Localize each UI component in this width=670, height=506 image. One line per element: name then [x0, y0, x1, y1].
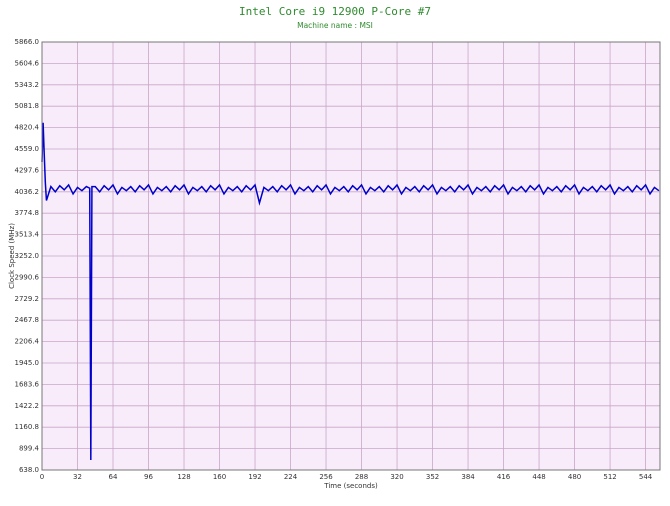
- y-tick-label: 3513.4: [15, 231, 40, 239]
- x-tick-label: 384: [461, 473, 475, 481]
- chart-subtitle: Machine name : MSI: [297, 21, 373, 30]
- x-tick-label: 320: [390, 473, 403, 481]
- y-tick-label: 5081.8: [15, 102, 40, 110]
- x-tick-label: 480: [568, 473, 581, 481]
- y-tick-label: 1160.8: [15, 423, 40, 431]
- y-tick-label: 2729.2: [15, 295, 40, 303]
- y-tick-label: 4297.6: [15, 166, 40, 174]
- x-tick-label: 416: [497, 473, 511, 481]
- x-tick-label: 96: [144, 473, 153, 481]
- y-tick-label: 1683.6: [15, 380, 40, 388]
- data-line: [41, 122, 660, 461]
- y-tick-label: 4820.4: [15, 124, 40, 132]
- x-tick-label: 0: [40, 473, 44, 481]
- y-tick-label: 2990.6: [15, 273, 40, 281]
- y-tick-label: 2206.4: [15, 338, 40, 346]
- y-tick-label: 4036.2: [15, 188, 40, 196]
- y-tick-label: 3252.0: [15, 252, 40, 260]
- x-tick-label: 64: [109, 473, 118, 481]
- y-tick-label: 2467.8: [15, 316, 40, 324]
- y-tick-label: 1945.0: [15, 359, 40, 367]
- y-tick-label: 638.0: [19, 466, 39, 474]
- x-tick-label: 352: [426, 473, 439, 481]
- plot-border: [41, 41, 661, 471]
- y-tick-label: 4559.0: [15, 145, 40, 153]
- y-tick-label: 5866.0: [15, 38, 40, 46]
- x-tick-label: 32: [73, 473, 82, 481]
- x-tick-label: 288: [355, 473, 368, 481]
- x-tick-label: 224: [284, 473, 298, 481]
- x-tick-label: 192: [248, 473, 261, 481]
- x-tick-label: 128: [177, 473, 190, 481]
- chart-title: Intel Core i9 12900 P-Core #7: [239, 5, 431, 18]
- x-tick-label: 512: [603, 473, 616, 481]
- x-tick-label: 256: [319, 473, 333, 481]
- y-axis-label: Clock Speed (MHz): [8, 223, 16, 289]
- x-axis-label: Time (seconds): [323, 482, 378, 490]
- y-tick-label: 3774.8: [15, 209, 40, 217]
- x-tick-label: 160: [213, 473, 226, 481]
- y-tick-label: 899.4: [19, 445, 40, 453]
- x-tick-label: 448: [532, 473, 545, 481]
- y-tick-label: 5343.2: [15, 81, 40, 89]
- x-tick-label: 544: [639, 473, 653, 481]
- y-tick-label: 1422.2: [15, 402, 40, 410]
- y-tick-label: 5604.6: [15, 59, 40, 67]
